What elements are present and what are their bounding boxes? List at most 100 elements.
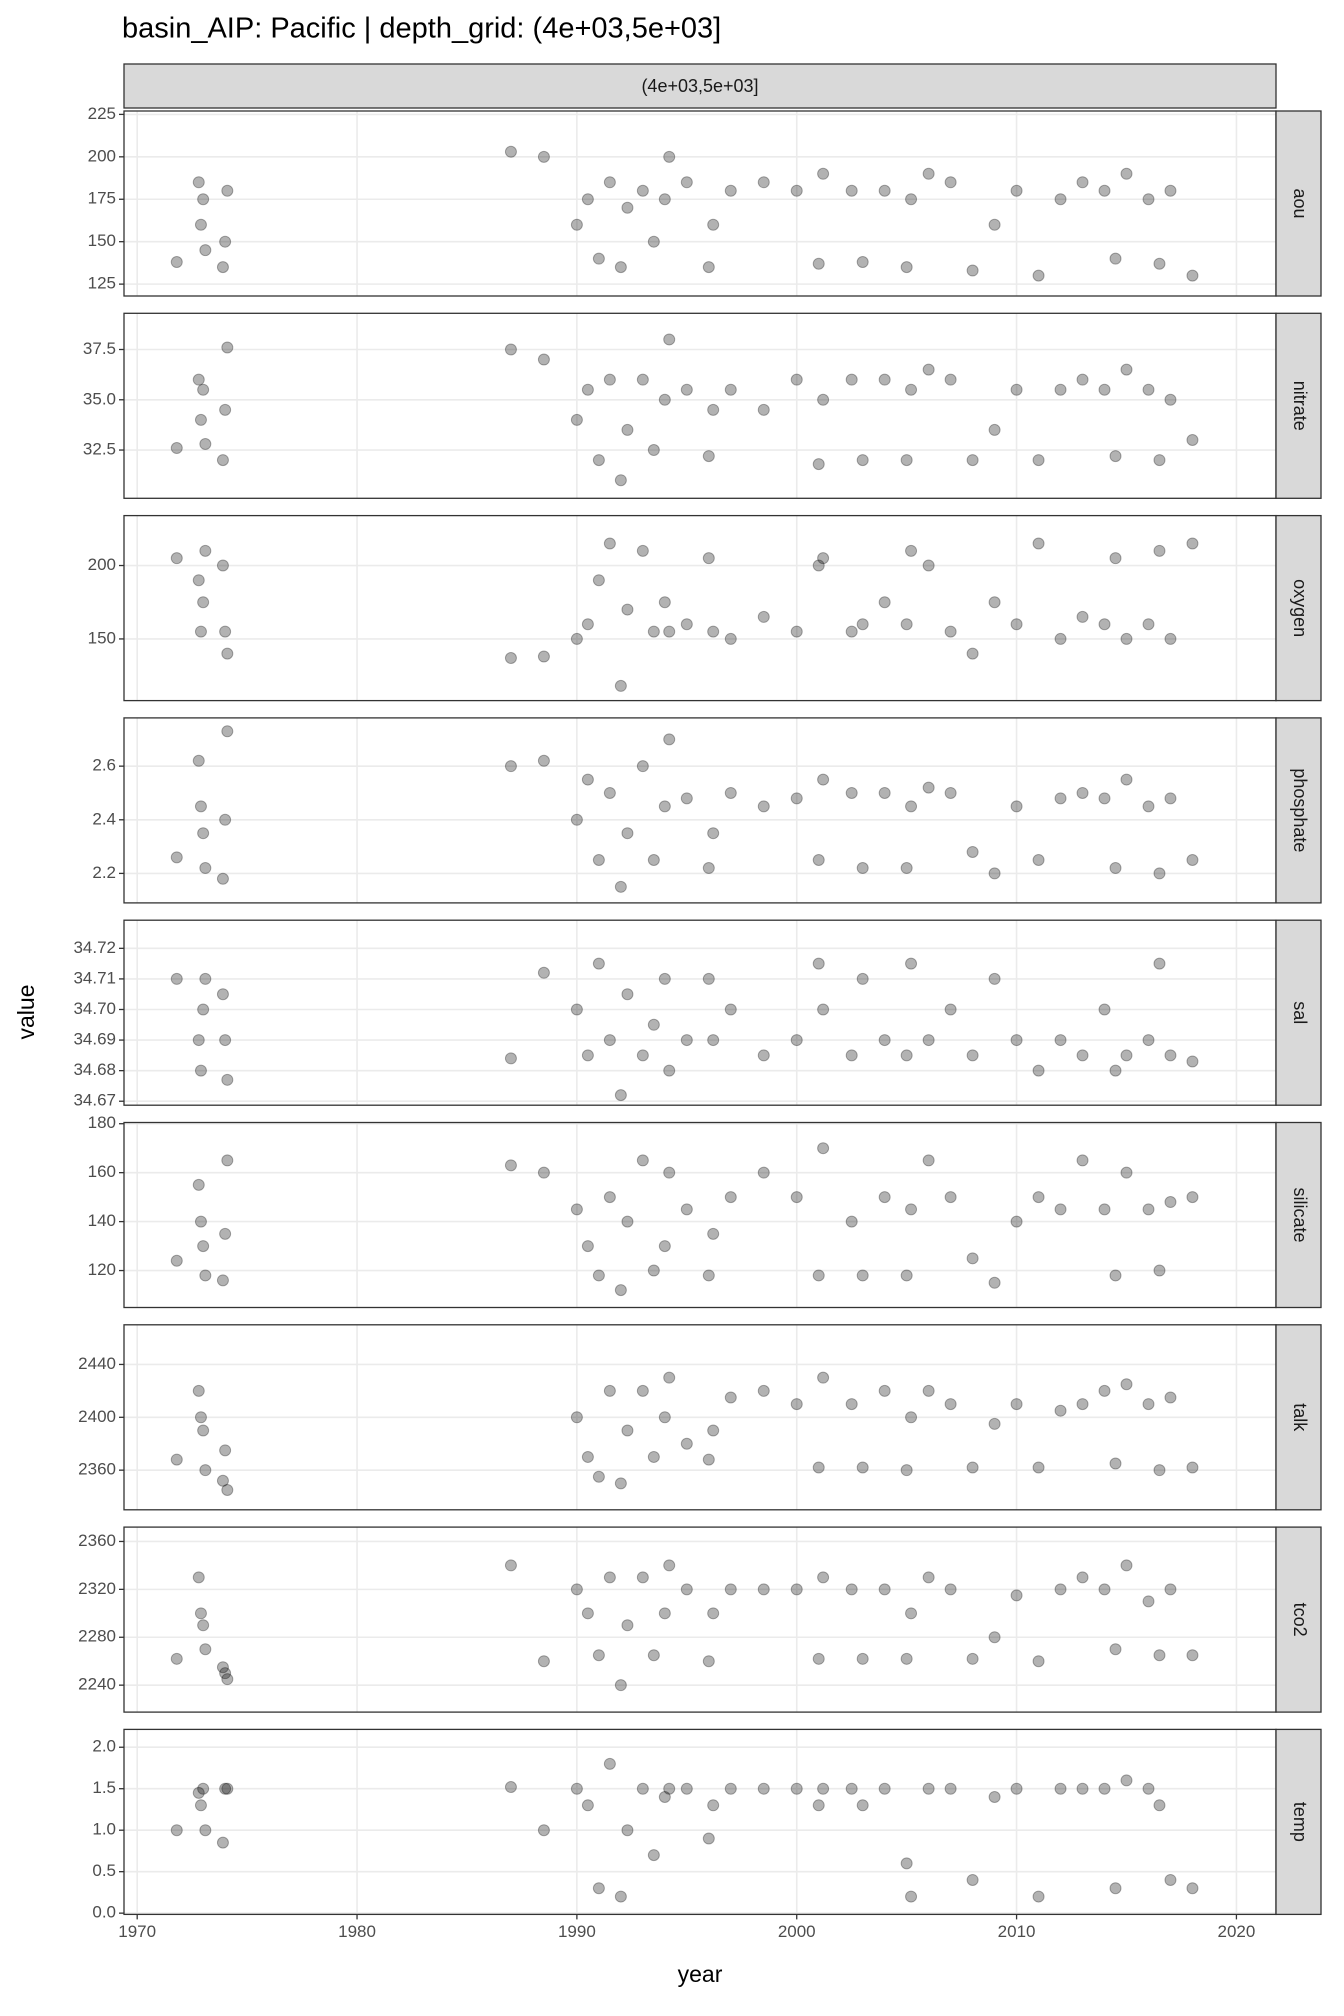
point bbox=[194, 1215, 207, 1228]
panel-background bbox=[124, 1122, 1276, 1308]
x-tick-label: 1970 bbox=[118, 1922, 156, 1941]
point bbox=[504, 1781, 517, 1794]
point bbox=[812, 257, 825, 270]
point bbox=[592, 1882, 605, 1895]
point bbox=[663, 333, 676, 346]
point bbox=[905, 383, 918, 396]
point bbox=[680, 383, 693, 396]
point bbox=[1010, 1034, 1023, 1047]
point bbox=[1032, 269, 1045, 282]
point bbox=[707, 1227, 720, 1240]
point bbox=[1120, 1378, 1133, 1391]
point bbox=[757, 1166, 770, 1179]
point bbox=[1164, 1196, 1177, 1209]
point bbox=[1153, 257, 1166, 270]
point bbox=[905, 1890, 918, 1903]
point bbox=[757, 610, 770, 623]
point bbox=[504, 343, 517, 356]
point bbox=[221, 1673, 234, 1686]
point bbox=[219, 235, 232, 248]
y-tick-label: 34.71 bbox=[73, 968, 116, 987]
point bbox=[757, 1583, 770, 1596]
point bbox=[197, 193, 210, 206]
point bbox=[1186, 433, 1199, 446]
point bbox=[570, 1203, 583, 1216]
point bbox=[537, 1824, 550, 1837]
point bbox=[1120, 363, 1133, 376]
point bbox=[1164, 1391, 1177, 1404]
y-tick-label: 2360 bbox=[78, 1531, 116, 1550]
point bbox=[170, 1652, 183, 1665]
point bbox=[1010, 618, 1023, 631]
points bbox=[170, 1371, 1199, 1496]
point bbox=[1098, 1003, 1111, 1016]
point bbox=[922, 1154, 935, 1167]
point bbox=[905, 1411, 918, 1424]
point bbox=[647, 1450, 660, 1463]
point bbox=[192, 1384, 205, 1397]
point bbox=[812, 854, 825, 867]
point bbox=[1164, 632, 1177, 645]
point bbox=[537, 353, 550, 366]
point bbox=[878, 596, 891, 609]
point bbox=[1054, 1583, 1067, 1596]
panel-label: temp bbox=[1290, 1802, 1310, 1842]
point bbox=[988, 218, 1001, 231]
point bbox=[219, 1782, 232, 1795]
point bbox=[1164, 1873, 1177, 1886]
point bbox=[702, 1269, 715, 1282]
point bbox=[192, 1571, 205, 1584]
y-tick-label: 2320 bbox=[78, 1579, 116, 1598]
point bbox=[944, 1583, 957, 1596]
y-tick-label: 32.5 bbox=[83, 440, 116, 459]
y-tick-label: 34.67 bbox=[73, 1091, 116, 1110]
point bbox=[221, 725, 234, 738]
point bbox=[1098, 383, 1111, 396]
point bbox=[197, 596, 210, 609]
point bbox=[570, 632, 583, 645]
point bbox=[219, 625, 232, 638]
point bbox=[216, 1474, 229, 1487]
point bbox=[724, 1782, 737, 1795]
y-tick-label: 150 bbox=[88, 628, 116, 647]
point bbox=[724, 1583, 737, 1596]
point bbox=[170, 1453, 183, 1466]
point bbox=[170, 1254, 183, 1267]
point bbox=[621, 603, 634, 616]
point bbox=[504, 1559, 517, 1572]
point bbox=[592, 854, 605, 867]
point bbox=[603, 373, 616, 386]
point bbox=[900, 862, 913, 875]
point bbox=[922, 363, 935, 376]
point bbox=[194, 625, 207, 638]
point bbox=[856, 1652, 869, 1665]
point bbox=[724, 1003, 737, 1016]
point bbox=[1109, 1882, 1122, 1895]
point bbox=[537, 966, 550, 979]
points bbox=[170, 1559, 1199, 1692]
point bbox=[197, 1003, 210, 1016]
point bbox=[966, 647, 979, 660]
point bbox=[757, 800, 770, 813]
point bbox=[504, 760, 517, 773]
panel-background bbox=[124, 313, 1276, 499]
point bbox=[621, 1215, 634, 1228]
point bbox=[944, 1782, 957, 1795]
point bbox=[757, 1782, 770, 1795]
point bbox=[614, 679, 627, 692]
point bbox=[1076, 1782, 1089, 1795]
point bbox=[1120, 1166, 1133, 1179]
y-tick-label: 35.0 bbox=[83, 389, 116, 408]
point bbox=[812, 957, 825, 970]
point bbox=[647, 1018, 660, 1031]
point bbox=[636, 1154, 649, 1167]
point bbox=[680, 792, 693, 805]
point bbox=[724, 184, 737, 197]
point bbox=[570, 1003, 583, 1016]
point bbox=[905, 800, 918, 813]
point bbox=[1109, 1064, 1122, 1077]
point bbox=[1153, 1464, 1166, 1477]
point bbox=[680, 1034, 693, 1047]
point bbox=[845, 1215, 858, 1228]
point bbox=[988, 1631, 1001, 1644]
